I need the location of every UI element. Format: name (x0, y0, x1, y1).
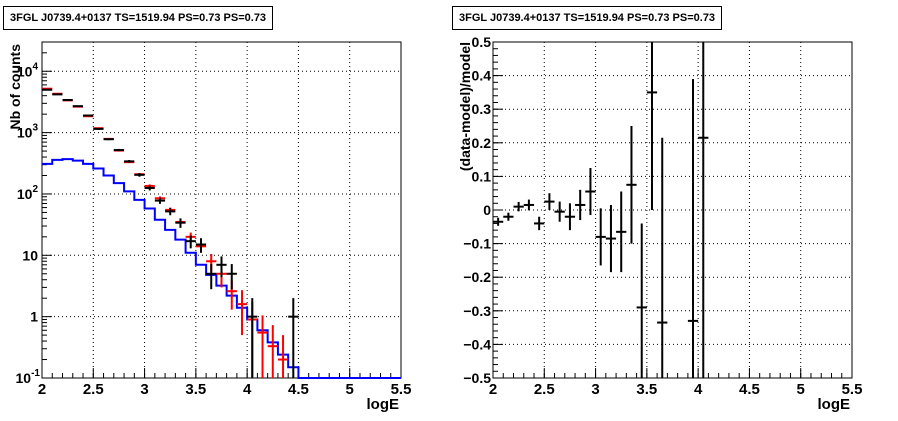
right-x-tick-label: 5 (797, 381, 805, 398)
right-y-tick-label: 0.1 (472, 168, 492, 184)
left-x-tick-label: 5.5 (391, 381, 412, 398)
left-y-tick-label: 1 (30, 309, 38, 325)
right-plot-frame (492, 41, 853, 379)
right-y-tick-label: 0.4 (472, 68, 492, 84)
right-x-tick-label: 2.5 (534, 381, 555, 398)
left-y-tick-label: 10 (22, 247, 38, 263)
left-y-axis-label: Nb of counts (7, 44, 23, 130)
left-plot-frame (41, 41, 402, 379)
left-y-tick-label: 103 (17, 123, 39, 141)
left-x-tick-label: 4 (243, 381, 252, 398)
right-x-tick-label: 4 (694, 381, 703, 398)
left-y-tick-label: 104 (17, 61, 39, 79)
left-y-tick-label: 10-1 (16, 368, 41, 386)
right-y-tick-label: −0.5 (463, 370, 491, 386)
left-x-tick-label: 2.5 (83, 381, 104, 398)
right-plot-title: 3FGL J0739.4+0137 TS=1519.94 PS=0.73 PS=… (452, 6, 723, 30)
right-y-tick-label: 0.3 (472, 101, 492, 117)
right-x-tick-label: 3.5 (636, 381, 657, 398)
right-y-axis-label: (data-model)/model (457, 42, 473, 171)
right-x-tick-label: 5.5 (842, 381, 863, 398)
right-x-tick-label: 3 (591, 381, 599, 398)
right-x-tick-label: 2 (489, 381, 497, 398)
left-y-tick-label: 102 (17, 184, 39, 202)
right-y-tick-label: −0.1 (463, 236, 491, 252)
right-x-tick-label: 4.5 (739, 381, 760, 398)
right-y-tick-label: 0.2 (472, 135, 492, 151)
left-x-tick-label: 5 (346, 381, 354, 398)
right-y-tick-label: 0.5 (472, 34, 492, 50)
right-x-axis-label: logE (818, 396, 851, 413)
right-y-tick-label: −0.2 (463, 269, 491, 285)
left-x-tick-label: 4.5 (288, 381, 309, 398)
left-x-axis-label: logE (367, 396, 400, 413)
right-y-tick-label: −0.3 (463, 303, 491, 319)
left-x-tick-label: 3.5 (185, 381, 206, 398)
left-x-tick-label: 3 (140, 381, 148, 398)
left-x-tick-label: 2 (38, 381, 46, 398)
right-y-tick-label: −0.4 (463, 336, 491, 352)
right-y-tick-label: 0 (483, 202, 491, 218)
left-plot-title: 3FGL J0739.4+0137 TS=1519.94 PS=0.73 PS=… (3, 6, 274, 30)
